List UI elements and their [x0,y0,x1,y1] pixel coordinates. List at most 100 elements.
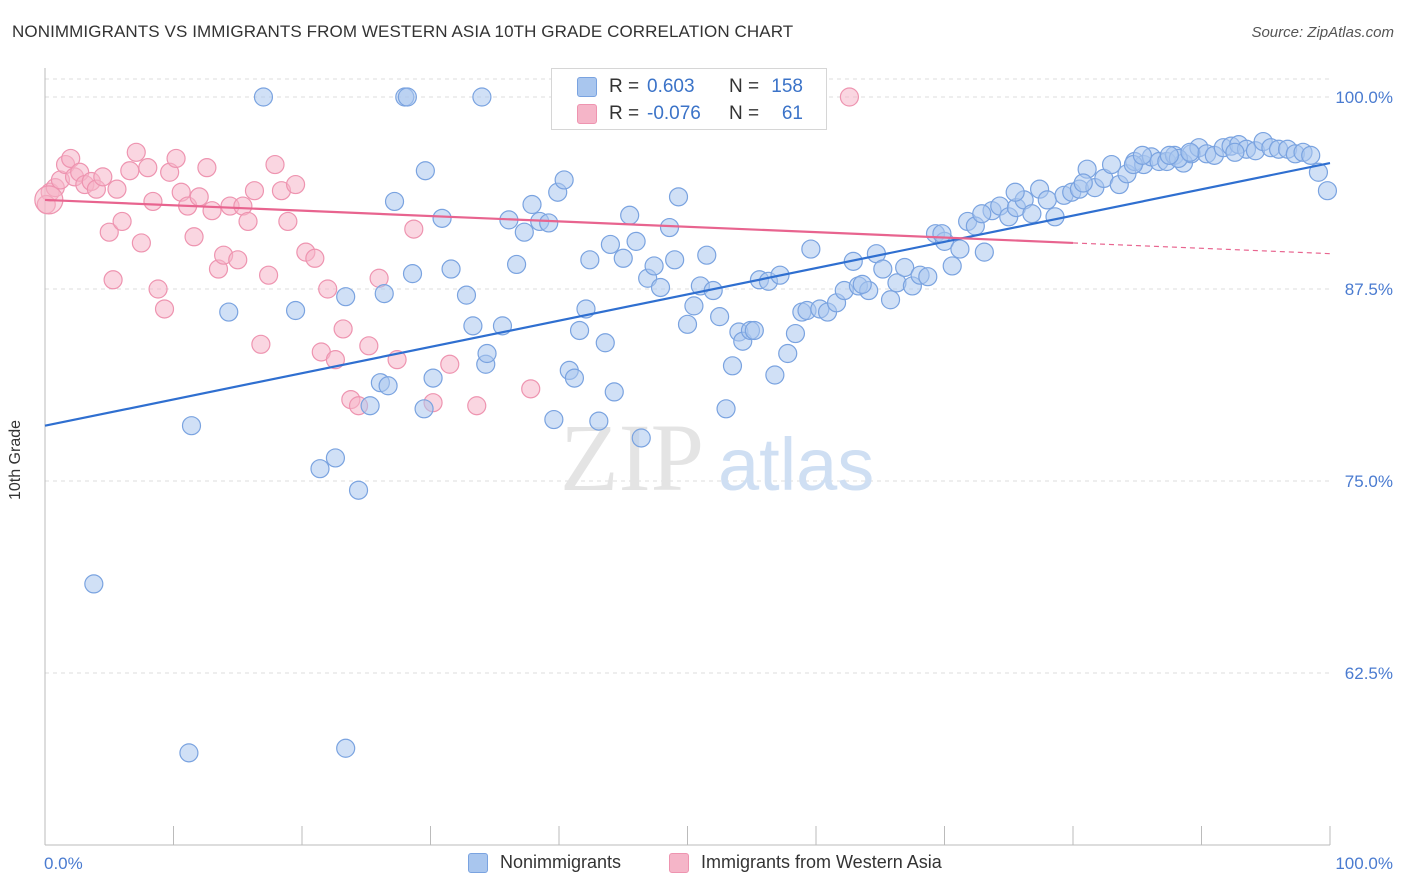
data-point-nonimmigrants [604,382,624,402]
legend-n-label: N = [729,76,760,97]
data-point-immigrants [112,211,132,232]
data-point-nonimmigrants [402,264,423,284]
data-point-nonimmigrants [580,250,600,270]
data-point-nonimmigrants [595,333,615,353]
data-point-nonimmigrants [668,187,689,207]
data-point-nonimmigrants [644,256,664,276]
x-tick-label: 0.0% [44,854,83,873]
data-point-immigrants [184,227,204,247]
data-point-nonimmigrants [1073,173,1093,193]
data-point-immigrants [333,319,353,339]
data-point-nonimmigrants [384,191,405,212]
legend-n-label: N = [729,103,760,124]
data-point-immigrants [189,187,209,207]
data-point-immigrants [154,299,175,319]
data-point-nonimmigrants [1132,145,1152,165]
data-point-nonimmigrants [942,256,962,276]
data-point-nonimmigrants [1225,142,1245,162]
stats-legend: R = 0.603 N = 158 R = -0.076 N = 61 [551,68,827,130]
data-point-nonimmigrants [397,87,417,107]
legend-swatch-pink [669,852,689,873]
data-point-immigrants [244,181,265,201]
data-point-nonimmigrants [564,368,585,388]
data-point-nonimmigrants [569,320,590,341]
legend-swatch-blue [577,77,597,97]
data-point-nonimmigrants [1159,145,1179,165]
legend-swatch-pink [577,104,597,124]
data-point-nonimmigrants [539,213,559,233]
trend-lines [44,161,1331,427]
data-point-nonimmigrants [677,314,698,334]
data-point-nonimmigrants [414,399,434,419]
tick-labels: 100.0% 87.5% 75.0% 62.5% 0.0% 100.0% [44,88,1393,873]
data-point-immigrants [120,161,140,181]
data-point-nonimmigrants [432,208,452,228]
data-point-nonimmigrants [336,287,356,307]
data-point-immigrants [138,158,158,178]
data-point-immigrants [166,148,186,169]
data-point-nonimmigrants [684,296,704,316]
data-point-nonimmigrants [744,320,764,341]
data-point-immigrants [839,87,860,107]
data-point-nonimmigrants [1317,181,1338,201]
data-point-immigrants [258,265,279,285]
legend-n-value: 158 [771,76,803,97]
data-point-nonimmigrants [620,205,640,225]
trend-line-immigrants-extension [1072,242,1331,255]
data-point-immigrants [265,154,285,175]
data-point-nonimmigrants [600,234,621,255]
data-point-nonimmigrants [360,396,380,416]
data-point-nonimmigrants [514,222,534,242]
data-point-nonimmigrants [179,743,199,763]
data-point-nonimmigrants [852,274,872,294]
data-point-nonimmigrants [336,738,356,758]
data-point-immigrants [404,219,424,239]
data-point-nonimmigrants [665,250,685,270]
data-point-immigrants [285,174,306,195]
legend-swatch-blue [468,852,488,873]
data-point-nonimmigrants [325,448,346,468]
data-point-immigrants [228,250,248,270]
data-point-immigrants [440,354,460,374]
data-point-immigrants [359,336,379,356]
data-point-nonimmigrants [589,411,609,431]
y-tick-label: 62.5% [1345,664,1393,683]
source-label: Source: ZipAtlas.com [1251,24,1394,41]
data-point-nonimmigrants [1045,207,1065,227]
legend-item-nonimmigrants: Nonimmigrants [468,852,621,873]
data-point-immigrants [278,211,298,232]
legend-item-immigrants: Immigrants from Western Asia [669,852,942,873]
data-point-nonimmigrants [1301,145,1321,165]
data-point-nonimmigrants [710,307,730,327]
data-point-nonimmigrants [310,459,330,479]
legend-r-label: R = [609,103,640,124]
data-point-nonimmigrants [348,480,369,500]
legend-row-immigrants: R = -0.076 N = 61 [552,100,803,128]
trend-line-immigrants [44,198,1074,245]
data-point-immigrants [126,142,146,162]
data-point-immigrants [521,379,541,399]
legend-r-value: -0.076 [647,103,701,124]
series-nonimmigrants [84,87,1338,763]
data-point-nonimmigrants [1101,154,1122,175]
data-point-nonimmigrants [463,316,483,336]
watermark-zip: ZIP [560,404,704,511]
data-point-nonimmigrants [441,259,461,279]
data-point-nonimmigrants [374,284,394,304]
legend-n-value: 61 [781,103,803,124]
data-point-nonimmigrants [785,323,806,344]
data-point-immigrants [197,158,217,178]
data-point-immigrants [103,270,123,290]
data-point-nonimmigrants [1005,182,1025,202]
data-point-nonimmigrants [722,356,743,376]
y-tick-label: 75.0% [1345,472,1393,491]
data-point-nonimmigrants [506,254,527,275]
data-point-nonimmigrants [378,376,398,396]
data-point-nonimmigrants [554,170,574,190]
data-point-immigrants [251,334,271,354]
data-point-nonimmigrants [918,267,938,287]
legend-label-nonimmigrants: Nonimmigrants [500,852,622,872]
data-point-nonimmigrants [1022,204,1042,224]
data-point-nonimmigrants [1308,162,1329,182]
data-point-nonimmigrants [415,161,435,181]
